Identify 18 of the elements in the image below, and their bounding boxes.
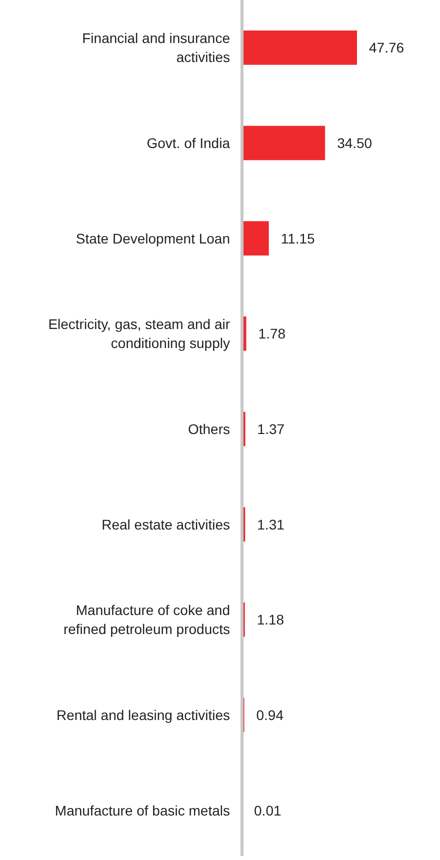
y-tick-label: Manufacture of basic metals	[54, 802, 230, 818]
data-label: 34.50	[337, 135, 372, 151]
data-label: 1.18	[256, 612, 284, 628]
y-tick-label: Real estate activities	[102, 516, 230, 532]
data-label: 1.37	[257, 421, 285, 437]
data-label: 11.15	[280, 230, 316, 246]
y-tick-label: Others	[188, 421, 230, 437]
data-label: 0.94	[256, 707, 284, 723]
data-label: 0.01	[254, 802, 282, 818]
y-tick-label: Manufacture of coke and refined petroleum products	[63, 602, 230, 638]
data-label: 47.76	[369, 40, 404, 56]
data-label: 1.78	[258, 326, 286, 342]
y-tick-label: Govt. of India	[146, 135, 230, 151]
y-tick-label: State Development Loan	[76, 230, 230, 246]
y-tick-label: Electricity, gas, steam and air conditioning supply	[48, 316, 230, 352]
y-tick-label: Financial and insurance activities	[82, 30, 230, 66]
data-label: 1.31	[257, 516, 285, 532]
y-tick-label: Rental and leasing activities	[56, 707, 230, 723]
